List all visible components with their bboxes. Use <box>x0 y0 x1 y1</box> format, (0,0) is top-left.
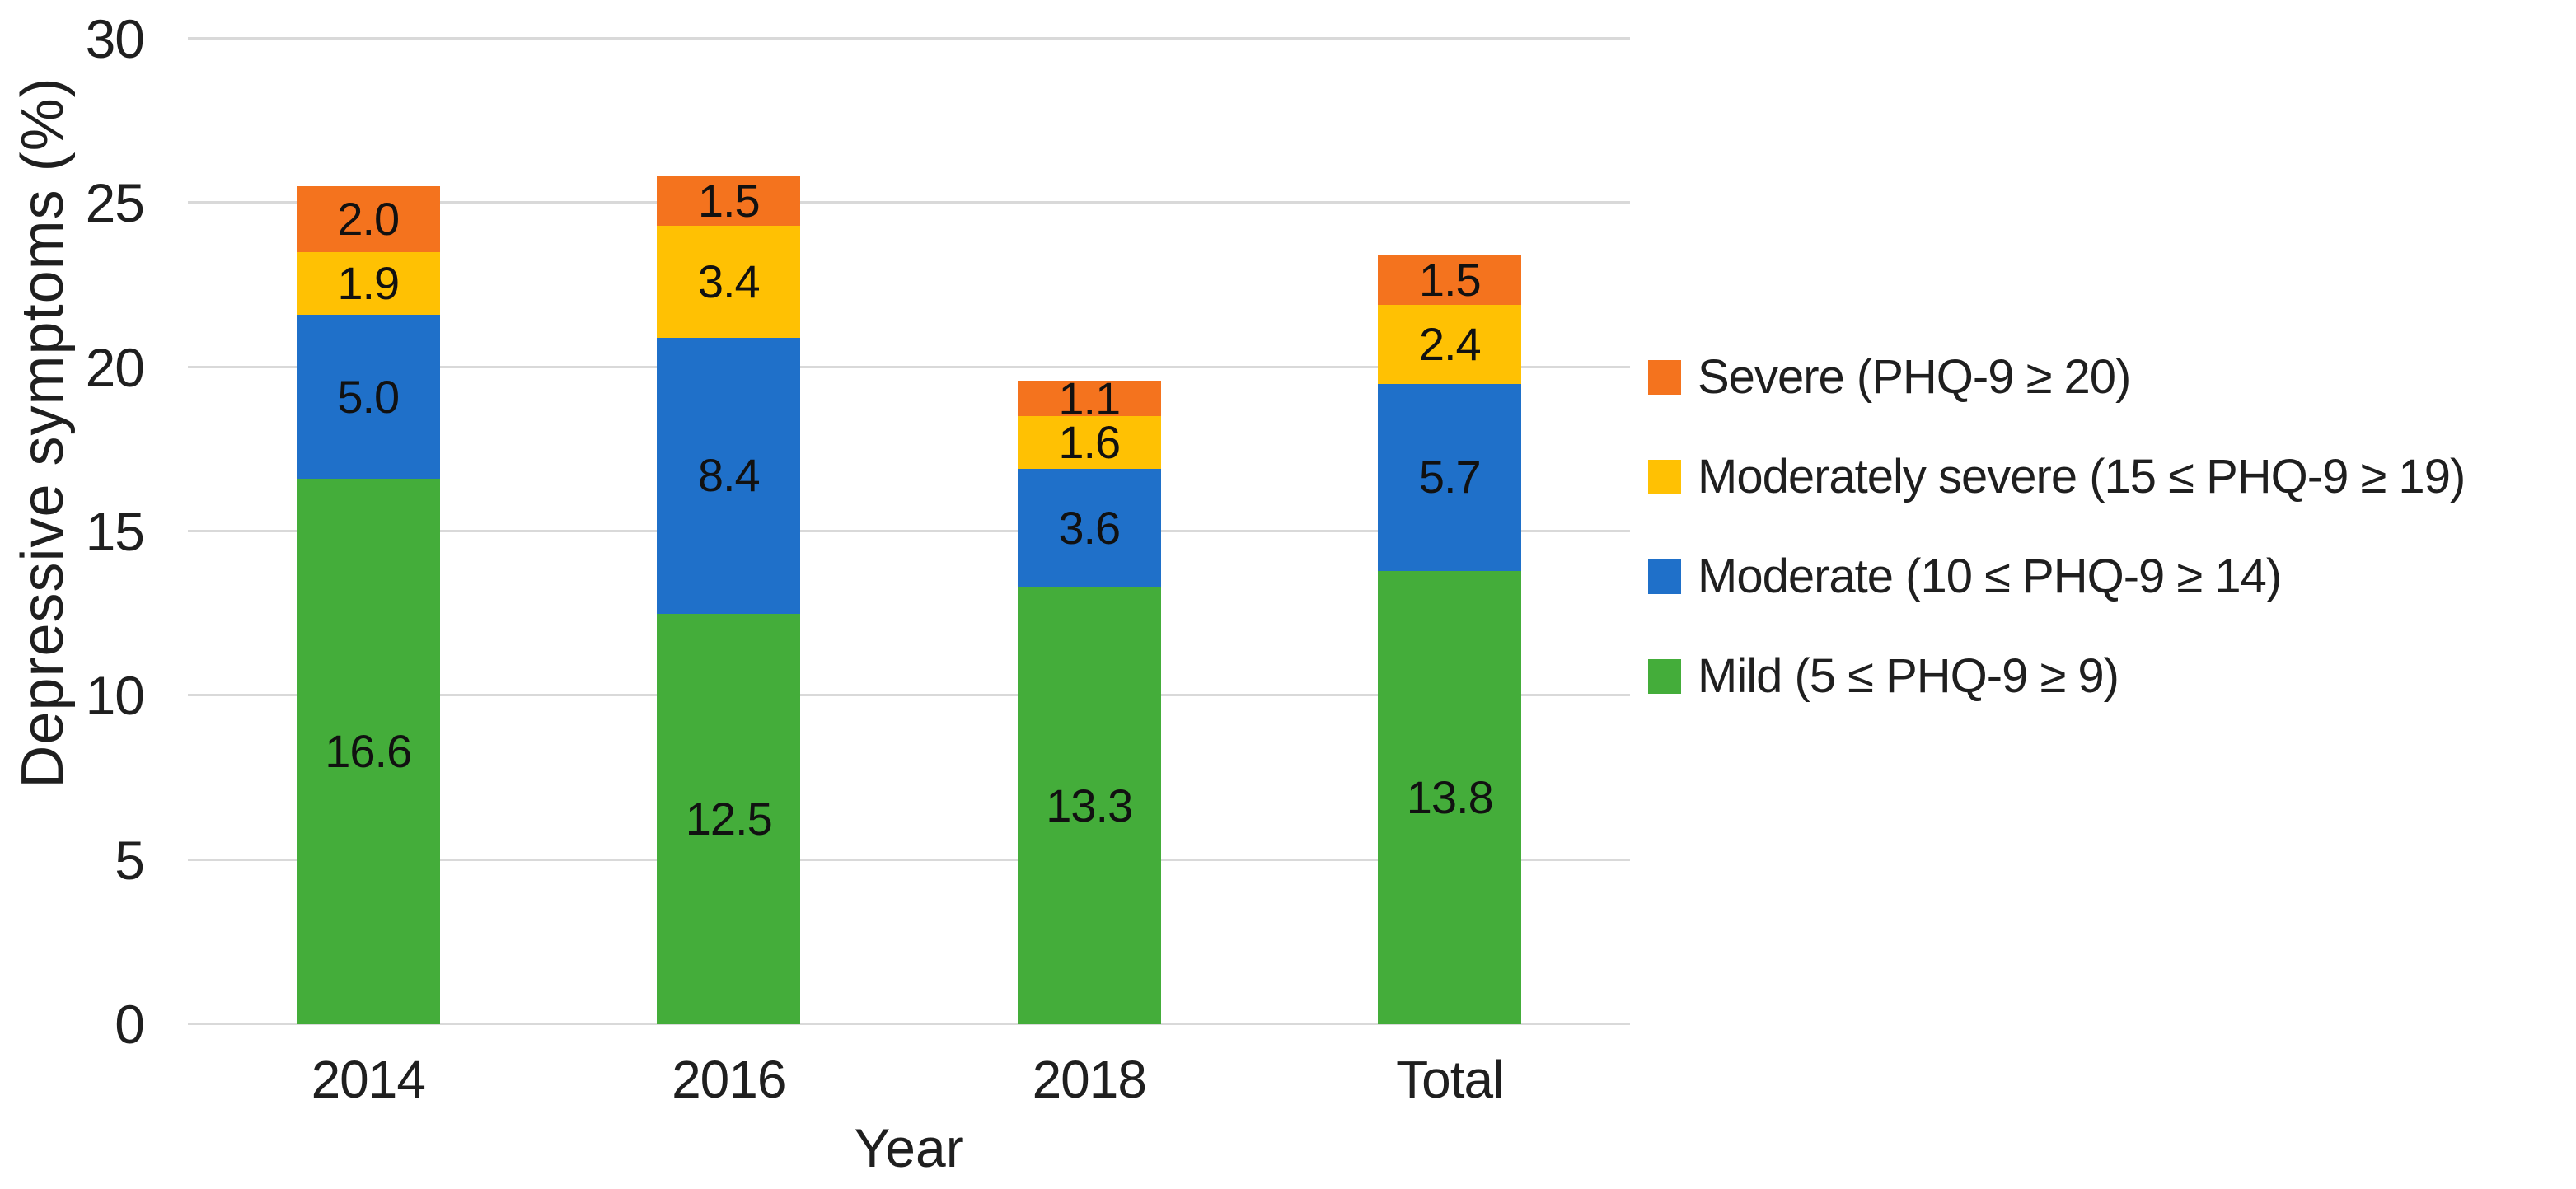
bar-segment-value: 2.4 <box>1418 317 1482 370</box>
gridline-5 <box>188 858 1630 861</box>
bar-segment-value: 3.6 <box>1058 502 1121 555</box>
bar-segment: 2.0 <box>296 186 440 253</box>
legend-item: Moderately severe (15 ≤ PHQ-9 ≥ 19) <box>1648 427 2466 527</box>
legend-item: Severe (PHQ-9 ≥ 20) <box>1648 327 2465 427</box>
bar-segment: 8.4 <box>657 337 801 614</box>
bar-segment: 5.0 <box>296 314 440 480</box>
gridline-10 <box>188 694 1630 697</box>
bar-segment-value: 2.0 <box>337 193 400 246</box>
legend-color-swatch-icon <box>1648 459 1681 494</box>
bar-segment: 16.6 <box>296 479 440 1024</box>
bar-segment-value: 8.4 <box>697 449 761 502</box>
y-tick-label-10: 10 <box>85 665 145 727</box>
legend-label: Severe (PHQ-9 ≥ 20) <box>1698 349 2131 404</box>
bars-layer: 16.6 5.0 1.9 2.0 12.5 8.4 3.4 1.5 13.3 3.6 1.6 1.1 1… <box>188 39 1630 1024</box>
legend-item: Mild (5 ≤ PHQ-9 ≥ 9) <box>1648 626 2465 726</box>
bar-segment: 13.8 <box>1378 570 1522 1024</box>
bar-segment-value: 1.5 <box>1418 254 1482 307</box>
bar-segment: 2.4 <box>1378 304 1522 384</box>
bar-segment-value: 13.3 <box>1046 779 1133 831</box>
bar-slot-2018: 13.3 3.6 1.6 1.1 <box>909 39 1270 1024</box>
bar-slot-2016: 12.5 8.4 3.4 1.5 <box>549 39 910 1024</box>
bar-2014: 16.6 5.0 1.9 2.0 <box>296 186 440 1024</box>
bar-segment: 1.9 <box>296 252 440 315</box>
bar-segment-value: 1.6 <box>1058 416 1121 469</box>
plot-area: 16.6 5.0 1.9 2.0 12.5 8.4 3.4 1.5 13.3 3.6 1.6 1.1 1… <box>188 37 1630 1025</box>
gridline-15 <box>188 530 1630 532</box>
y-tick-label-0: 0 <box>115 994 145 1055</box>
legend-label: Mild (5 ≤ PHQ-9 ≥ 9) <box>1698 648 2119 703</box>
x-tick-label-2018: 2018 <box>1032 1050 1147 1109</box>
gridline-0 <box>188 1023 1630 1025</box>
bar-segment: 13.3 <box>1017 587 1161 1024</box>
legend-item: Moderate (10 ≤ PHQ-9 ≥ 14) <box>1648 527 2465 626</box>
bar-2016: 12.5 8.4 3.4 1.5 <box>657 175 801 1024</box>
bar-segment: 3.4 <box>657 226 801 338</box>
gridline-30 <box>188 37 1630 40</box>
y-tick-label-30: 30 <box>85 8 145 69</box>
bar-segment-value: 12.5 <box>685 792 773 845</box>
bar-2018: 13.3 3.6 1.6 1.1 <box>1017 375 1161 1024</box>
bar-segment: 1.6 <box>1017 416 1161 470</box>
bar-segment-value: 1.1 <box>1058 372 1121 424</box>
bar-segment-value: 16.6 <box>325 725 412 778</box>
bar-segment-value: 13.8 <box>1406 770 1494 823</box>
bar-slot-2014: 16.6 5.0 1.9 2.0 <box>188 39 549 1024</box>
bar-segment: 5.7 <box>1378 383 1522 571</box>
legend: Severe (PHQ-9 ≥ 20) Moderately severe (15… <box>1648 327 2466 726</box>
bar-segment-value: 5.0 <box>337 370 400 423</box>
y-tick-label-20: 20 <box>85 336 145 398</box>
bar-segment: 1.5 <box>657 175 801 227</box>
x-tick-label-Total: Total <box>1396 1050 1504 1109</box>
gridline-25 <box>188 201 1630 204</box>
bar-Total: 13.8 5.7 2.4 1.5 <box>1378 254 1522 1024</box>
bar-segment: 1.1 <box>1017 375 1161 421</box>
bar-segment-value: 1.5 <box>697 175 761 227</box>
y-tick-label-15: 15 <box>85 501 145 562</box>
x-axis-tick-labels: 2014 2016 2018 Total <box>188 1053 1630 1106</box>
bar-segment-value: 1.9 <box>337 257 400 310</box>
legend-color-swatch-icon <box>1648 658 1681 694</box>
legend-color-swatch-icon <box>1648 559 1681 594</box>
x-tick-label-2014: 2014 <box>311 1050 426 1109</box>
y-tick-label-25: 25 <box>85 172 145 234</box>
legend-label: Moderately severe (15 ≤ PHQ-9 ≥ 19) <box>1698 449 2466 503</box>
bar-segment-value: 5.7 <box>1418 451 1482 503</box>
bar-segment: 1.5 <box>1378 254 1522 307</box>
bar-slot-Total: 13.8 5.7 2.4 1.5 <box>1270 39 1631 1024</box>
legend-label: Moderate (10 ≤ PHQ-9 ≥ 14) <box>1698 549 2282 603</box>
x-tick-label-2016: 2016 <box>672 1050 786 1109</box>
y-tick-label-5: 5 <box>115 829 145 891</box>
bar-segment: 12.5 <box>657 613 801 1024</box>
legend-color-swatch-icon <box>1648 359 1681 395</box>
gridline-20 <box>188 365 1630 368</box>
y-axis-tick-labels: 0 5 10 15 20 25 30 <box>0 12 145 1051</box>
bar-segment: 3.6 <box>1017 469 1161 587</box>
bar-segment-value: 3.4 <box>697 255 761 308</box>
x-axis-title: Year <box>854 1117 964 1178</box>
